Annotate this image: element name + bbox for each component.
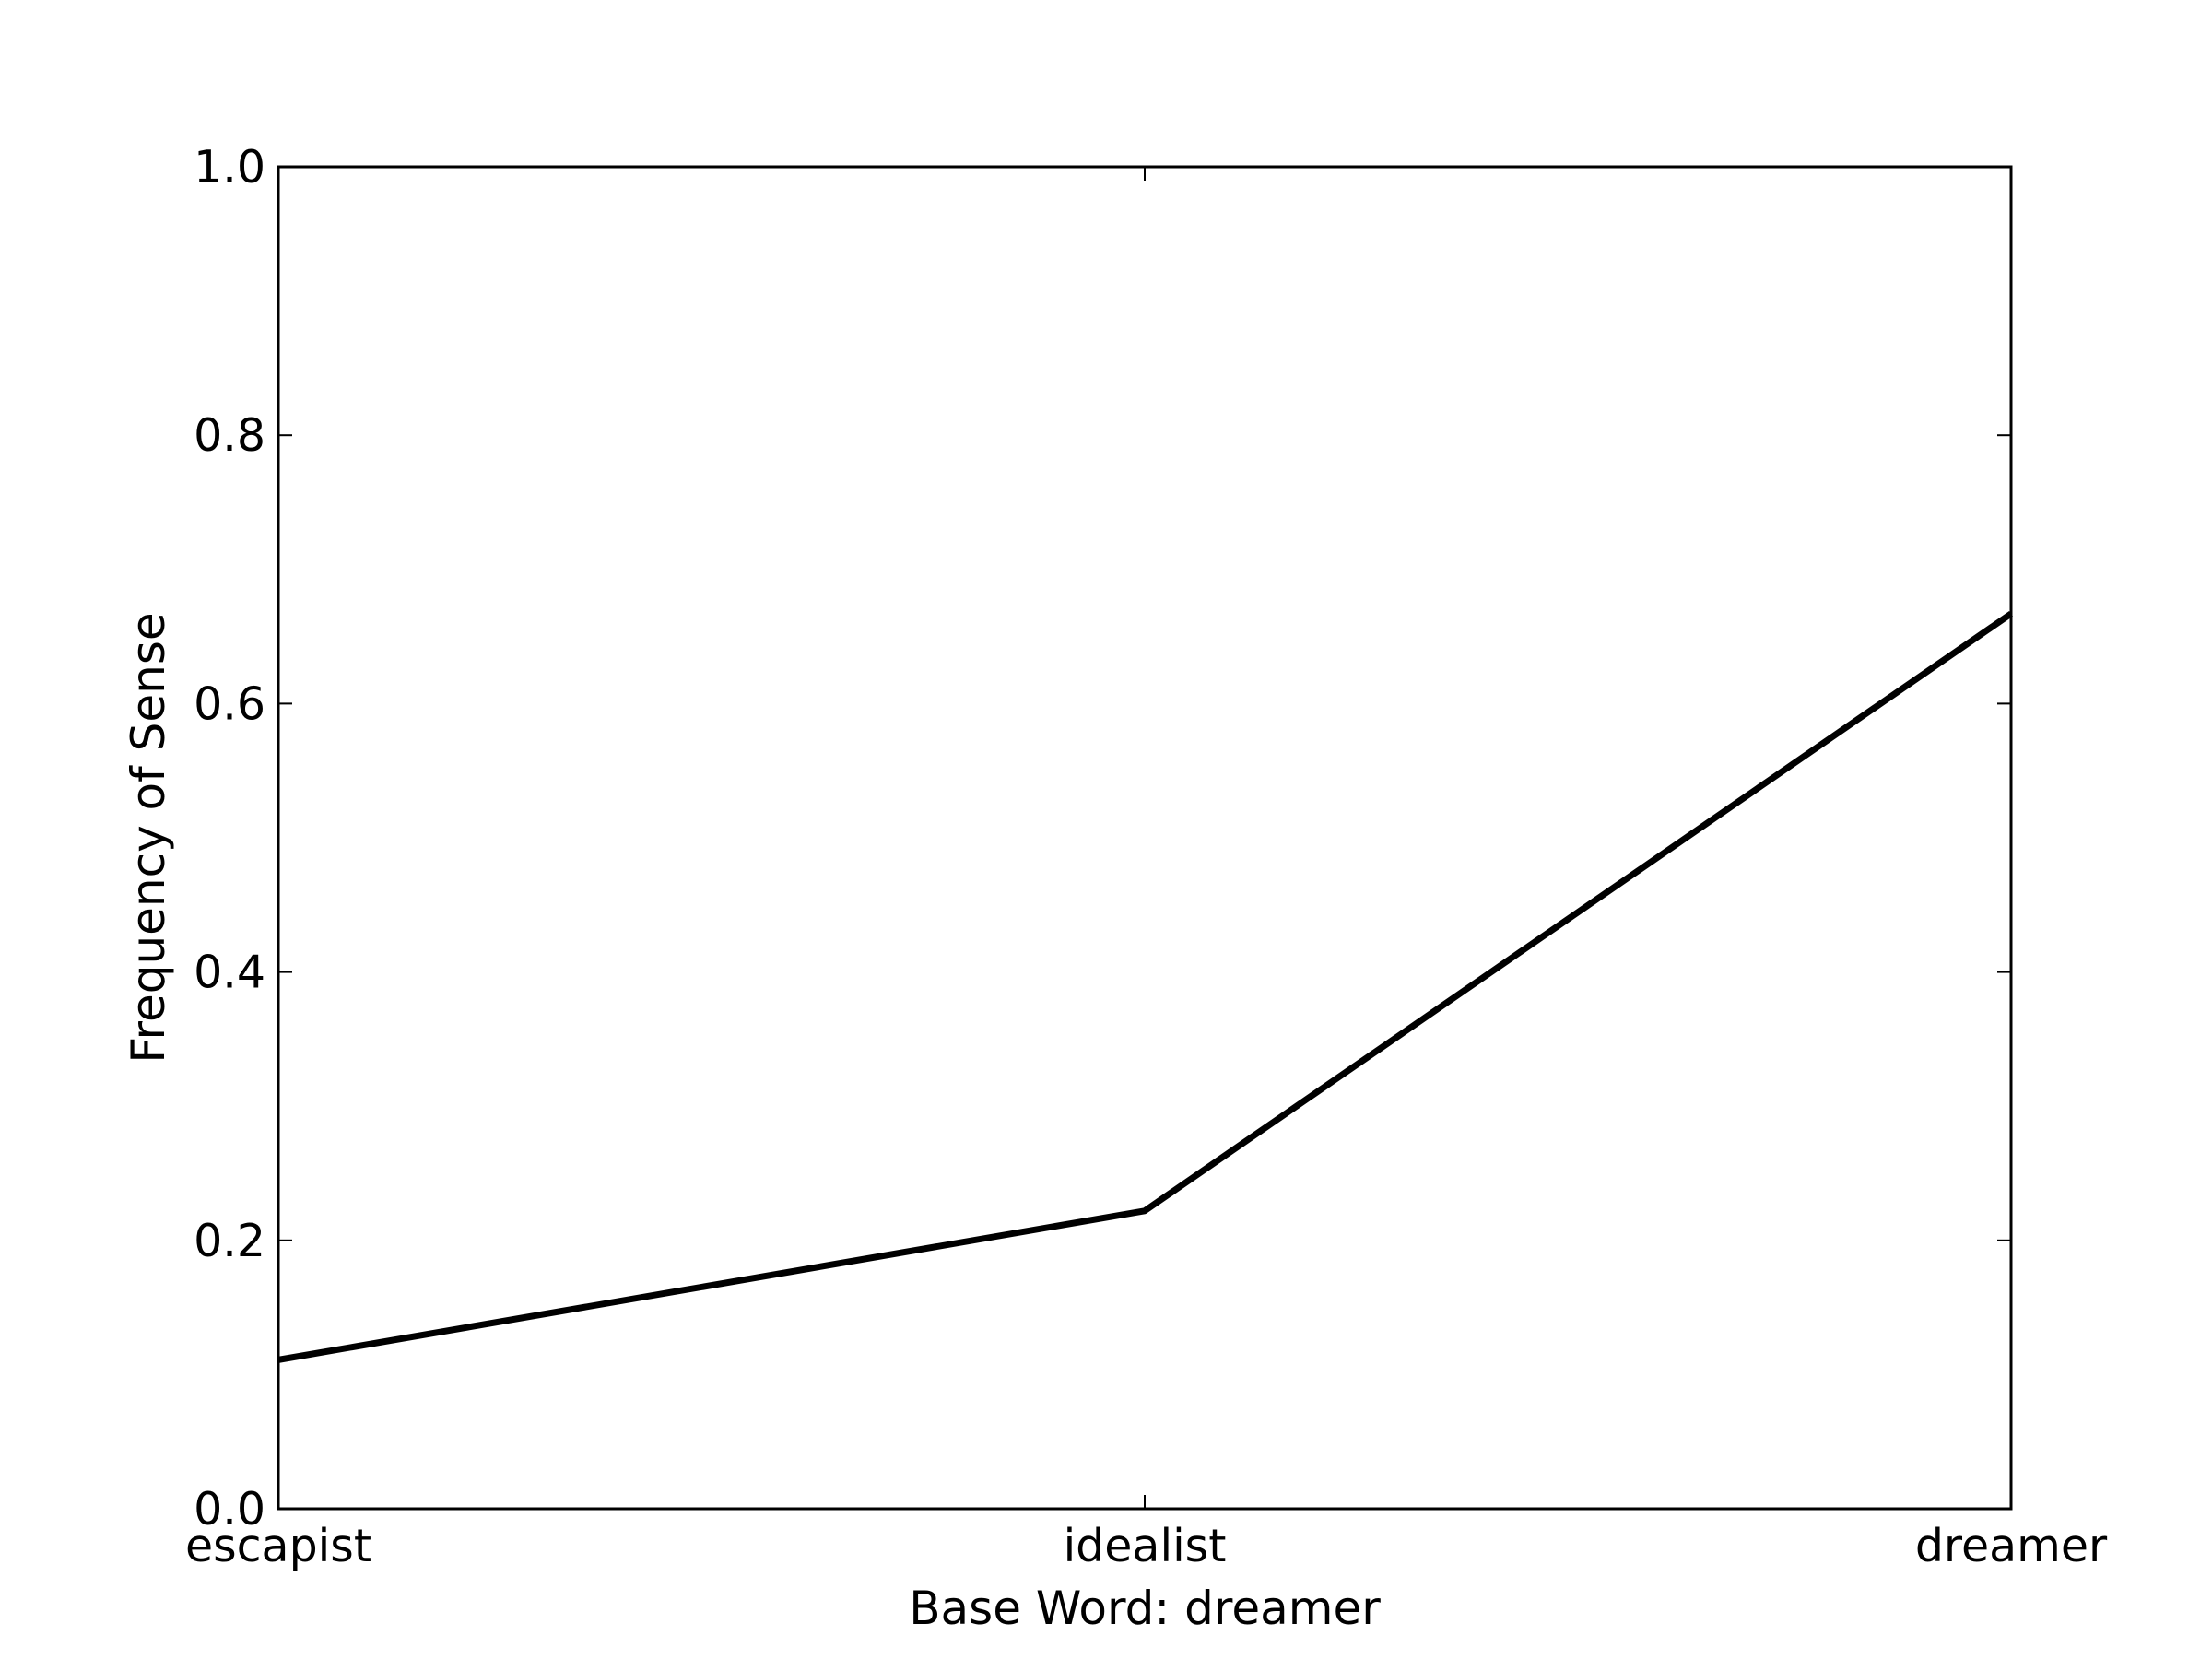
y-axis-label: Frequency of Sense (122, 612, 175, 1063)
y-tick-label: 0.8 (194, 409, 265, 462)
x-axis-label: Base Word: dreamer (909, 1582, 1381, 1635)
x-tick-label: idealist (1064, 1520, 1227, 1572)
y-tick-label: 0.6 (194, 677, 265, 730)
plot-background (278, 167, 2011, 1509)
x-tick-label: dreamer (1915, 1520, 2108, 1572)
y-tick-label: 0.4 (194, 947, 265, 999)
tick-labels: 0.0 0.2 0.4 0.6 0.8 1.0 escapist idealist dreame… (185, 141, 2108, 1572)
plot-frame (276, 165, 2013, 1511)
y-tick-label: 0.0 (194, 1483, 265, 1535)
y-tick-label: 0.2 (194, 1215, 265, 1267)
x-tick-label: escapist (185, 1520, 371, 1572)
y-tick-label: 1.0 (194, 141, 265, 194)
